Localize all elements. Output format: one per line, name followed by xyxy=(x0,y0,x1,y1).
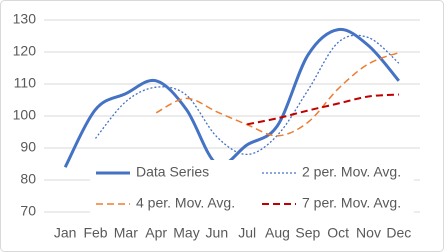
x-tick-label: Aug xyxy=(265,225,290,241)
line-series xyxy=(246,93,399,126)
y-tick-label: 80 xyxy=(20,171,36,187)
y-tick-label: 120 xyxy=(13,43,37,59)
line-series xyxy=(94,34,400,156)
x-tick-label: Jun xyxy=(206,225,229,241)
x-tick-label: Mar xyxy=(114,225,138,241)
y-tick-label: 110 xyxy=(14,75,37,91)
x-tick-label: Sep xyxy=(295,225,320,241)
x-tick-label: Jul xyxy=(238,225,256,241)
x-tick-label: Feb xyxy=(83,225,107,241)
legend-label: 7 per. Mov. Avg. xyxy=(302,195,401,211)
y-tick-label: 130 xyxy=(13,11,37,27)
x-tick-label: Apr xyxy=(145,225,167,241)
x-tick-label: Nov xyxy=(356,225,381,241)
x-tick-label: Dec xyxy=(386,225,411,241)
x-tick-label: Jan xyxy=(54,225,77,241)
y-tick-label: 70 xyxy=(20,203,36,219)
x-tick-label: Oct xyxy=(327,225,349,241)
line-series xyxy=(155,51,400,137)
y-tick-label: 90 xyxy=(20,139,36,155)
legend-box xyxy=(90,160,414,216)
legend-label: 2 per. Mov. Avg. xyxy=(302,164,401,180)
legend-label: 4 per. Mov. Avg. xyxy=(136,195,235,211)
legend-label: Data Series xyxy=(136,164,209,180)
y-tick-label: 100 xyxy=(13,107,37,123)
x-tick-label: May xyxy=(173,225,199,241)
